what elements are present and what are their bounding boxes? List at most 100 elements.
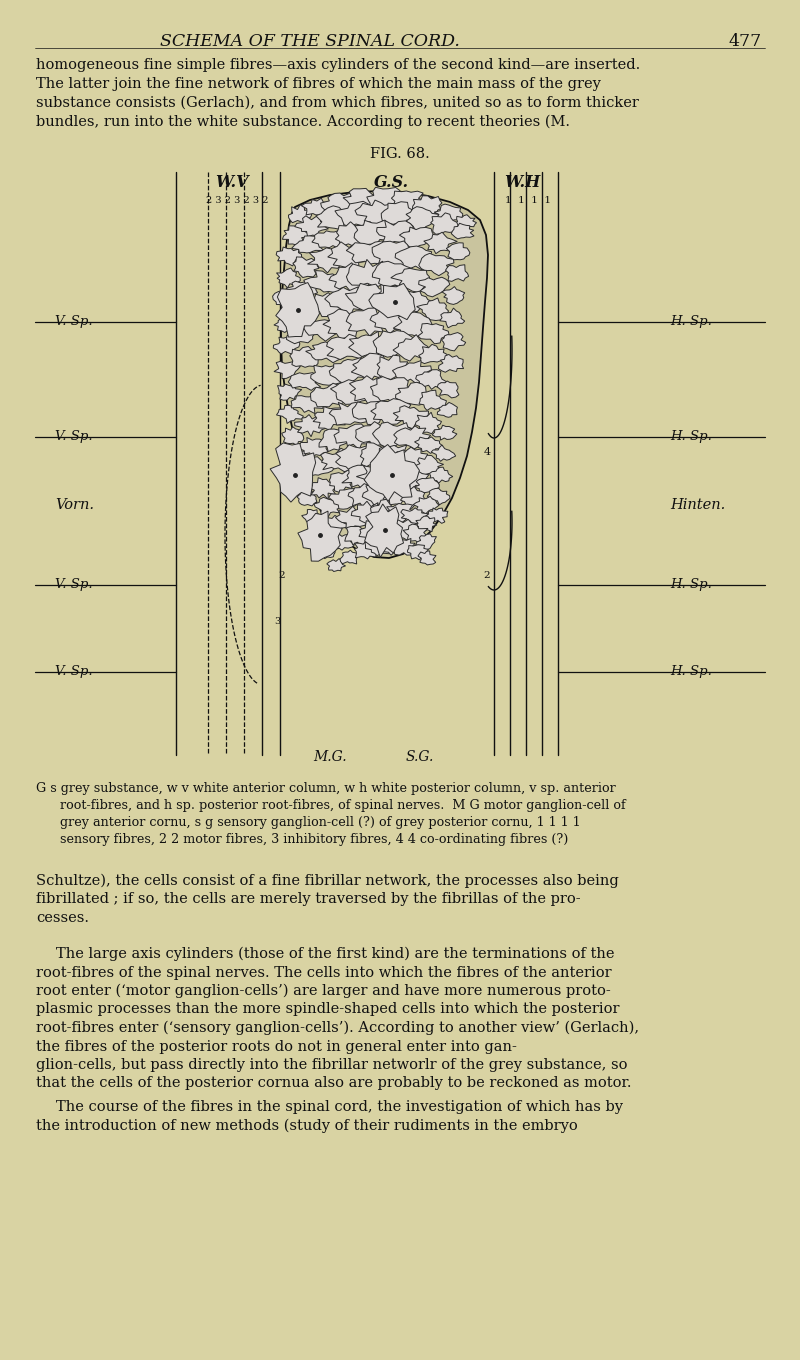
Polygon shape bbox=[294, 415, 326, 437]
Polygon shape bbox=[346, 283, 389, 311]
Polygon shape bbox=[424, 233, 458, 254]
Polygon shape bbox=[427, 488, 450, 505]
Text: the introduction of new methods (study of their rudiments in the embryo: the introduction of new methods (study o… bbox=[36, 1118, 578, 1133]
Polygon shape bbox=[370, 307, 412, 335]
Polygon shape bbox=[326, 335, 371, 359]
Polygon shape bbox=[316, 543, 335, 559]
Polygon shape bbox=[378, 537, 408, 555]
Polygon shape bbox=[355, 200, 396, 227]
Polygon shape bbox=[391, 268, 430, 292]
Polygon shape bbox=[350, 375, 395, 405]
Polygon shape bbox=[434, 204, 463, 223]
Polygon shape bbox=[418, 344, 447, 363]
Polygon shape bbox=[415, 412, 442, 434]
Polygon shape bbox=[365, 537, 392, 556]
Text: root-fibres enter (‘sensory ganglion-cells’). According to another view’ (Gerlac: root-fibres enter (‘sensory ganglion-cel… bbox=[36, 1021, 639, 1035]
Polygon shape bbox=[380, 462, 413, 487]
Polygon shape bbox=[289, 471, 312, 484]
Polygon shape bbox=[310, 477, 337, 499]
Polygon shape bbox=[394, 469, 429, 490]
Text: H. Sp.: H. Sp. bbox=[670, 578, 712, 592]
Polygon shape bbox=[369, 283, 415, 320]
Polygon shape bbox=[355, 422, 394, 447]
Text: H. Sp.: H. Sp. bbox=[670, 665, 712, 679]
Polygon shape bbox=[394, 447, 429, 469]
Polygon shape bbox=[349, 332, 388, 356]
Polygon shape bbox=[373, 520, 404, 541]
Text: substance consists (Gerlach), and from which fibres, united so as to form thicke: substance consists (Gerlach), and from w… bbox=[36, 97, 639, 110]
Text: root enter (‘motor ganglion-cells’) are larger and have more numerous proto-: root enter (‘motor ganglion-cells’) are … bbox=[36, 985, 610, 998]
Text: 477: 477 bbox=[728, 33, 762, 50]
Polygon shape bbox=[274, 360, 300, 378]
Text: 3: 3 bbox=[274, 617, 280, 626]
Polygon shape bbox=[382, 503, 414, 524]
Text: the fibres of the posterior roots do not in general enter into gan-: the fibres of the posterior roots do not… bbox=[36, 1039, 517, 1054]
Polygon shape bbox=[416, 515, 437, 532]
Text: 2: 2 bbox=[278, 571, 286, 579]
Polygon shape bbox=[360, 442, 398, 466]
Polygon shape bbox=[412, 196, 442, 214]
Polygon shape bbox=[330, 358, 367, 384]
Text: W.H: W.H bbox=[504, 174, 540, 190]
Polygon shape bbox=[345, 526, 371, 545]
Polygon shape bbox=[392, 539, 415, 555]
Polygon shape bbox=[273, 290, 297, 307]
Polygon shape bbox=[346, 260, 396, 287]
Text: root-fibres, and h sp. posterior root-fibres, of spinal nerves.  M G motor gangl: root-fibres, and h sp. posterior root-fi… bbox=[60, 800, 626, 812]
Polygon shape bbox=[330, 403, 374, 426]
Polygon shape bbox=[290, 347, 320, 367]
Polygon shape bbox=[416, 370, 448, 389]
Text: H. Sp.: H. Sp. bbox=[670, 316, 712, 328]
Polygon shape bbox=[377, 220, 418, 246]
Polygon shape bbox=[314, 498, 343, 517]
Polygon shape bbox=[438, 355, 463, 373]
Text: V. Sp.: V. Sp. bbox=[55, 665, 93, 679]
Polygon shape bbox=[393, 405, 429, 428]
Polygon shape bbox=[298, 511, 342, 562]
Text: 4: 4 bbox=[483, 447, 490, 457]
Polygon shape bbox=[304, 317, 341, 341]
Polygon shape bbox=[323, 309, 370, 339]
Polygon shape bbox=[372, 261, 417, 288]
Polygon shape bbox=[284, 449, 307, 464]
Polygon shape bbox=[354, 541, 376, 559]
Polygon shape bbox=[343, 189, 382, 212]
Text: Vorn.: Vorn. bbox=[55, 498, 94, 511]
Polygon shape bbox=[331, 533, 354, 551]
Polygon shape bbox=[335, 445, 377, 471]
Polygon shape bbox=[391, 291, 435, 313]
Polygon shape bbox=[446, 265, 469, 282]
Text: S.G.: S.G. bbox=[406, 749, 434, 764]
Polygon shape bbox=[373, 330, 414, 358]
Polygon shape bbox=[346, 241, 395, 264]
Polygon shape bbox=[292, 235, 326, 253]
Polygon shape bbox=[286, 324, 318, 344]
Polygon shape bbox=[286, 282, 318, 298]
Polygon shape bbox=[276, 283, 319, 337]
Polygon shape bbox=[393, 313, 433, 336]
Polygon shape bbox=[382, 483, 412, 505]
Polygon shape bbox=[430, 468, 453, 483]
Polygon shape bbox=[307, 248, 345, 273]
Polygon shape bbox=[388, 520, 416, 540]
Polygon shape bbox=[329, 488, 362, 509]
Polygon shape bbox=[335, 506, 368, 529]
Polygon shape bbox=[446, 243, 470, 260]
Polygon shape bbox=[328, 242, 372, 271]
Polygon shape bbox=[321, 449, 356, 472]
Polygon shape bbox=[277, 268, 300, 288]
Polygon shape bbox=[418, 324, 449, 344]
Polygon shape bbox=[321, 192, 360, 215]
Polygon shape bbox=[282, 226, 309, 245]
Polygon shape bbox=[274, 314, 298, 332]
Polygon shape bbox=[278, 384, 302, 400]
Polygon shape bbox=[401, 507, 429, 526]
Polygon shape bbox=[304, 271, 346, 292]
Polygon shape bbox=[454, 215, 477, 228]
Polygon shape bbox=[334, 424, 371, 450]
Polygon shape bbox=[442, 287, 465, 305]
Polygon shape bbox=[293, 257, 319, 277]
Polygon shape bbox=[289, 205, 312, 223]
Text: that the cells of the posterior cornua also are probably to be reckoned as motor: that the cells of the posterior cornua a… bbox=[36, 1077, 631, 1091]
Polygon shape bbox=[327, 559, 346, 571]
